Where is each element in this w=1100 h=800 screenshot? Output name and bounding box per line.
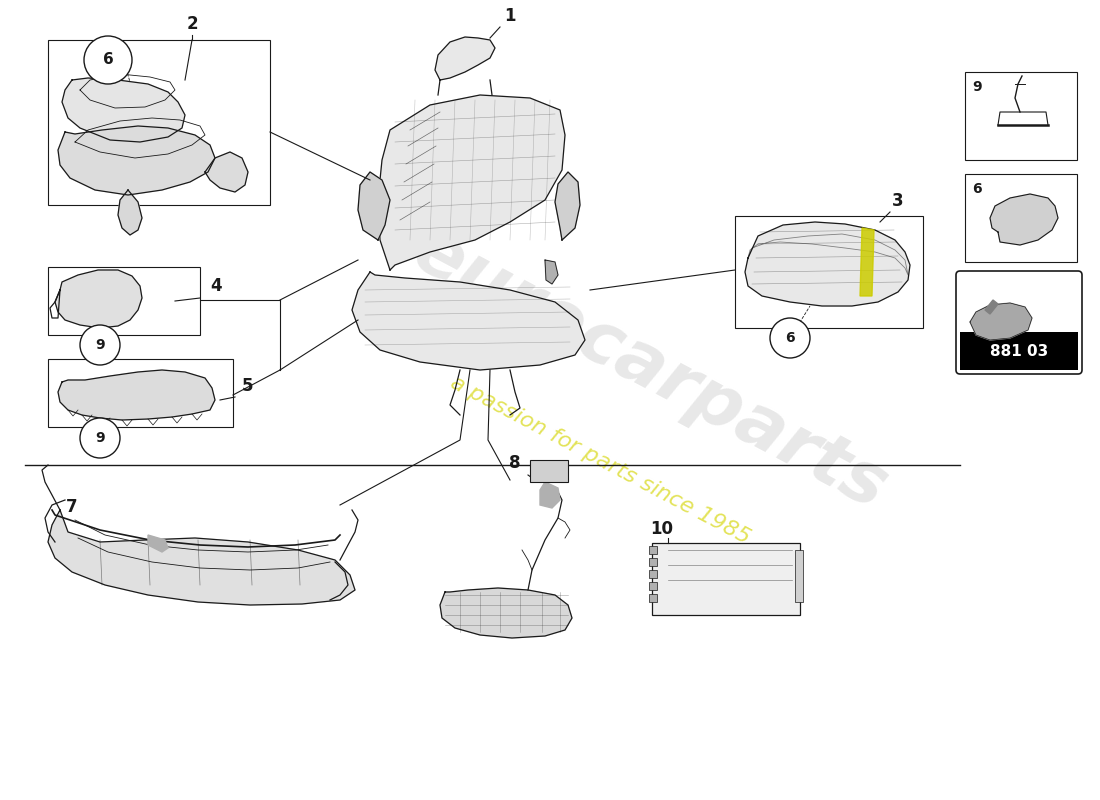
Polygon shape	[378, 95, 565, 270]
Polygon shape	[540, 482, 560, 508]
Text: 5: 5	[242, 377, 253, 395]
Polygon shape	[205, 152, 248, 192]
Text: 3: 3	[892, 192, 903, 210]
Polygon shape	[984, 300, 998, 314]
Bar	[965, 72, 1077, 160]
Polygon shape	[860, 228, 875, 296]
Polygon shape	[62, 78, 185, 142]
Bar	[48, 267, 200, 335]
Text: 1: 1	[504, 7, 516, 25]
Text: 9: 9	[972, 80, 981, 94]
Text: 7: 7	[66, 498, 78, 516]
Bar	[649, 546, 657, 554]
Polygon shape	[434, 37, 495, 80]
Polygon shape	[55, 270, 142, 328]
Polygon shape	[48, 510, 355, 605]
FancyBboxPatch shape	[956, 271, 1082, 374]
Polygon shape	[990, 194, 1058, 245]
Bar	[960, 332, 1078, 370]
Polygon shape	[970, 303, 1032, 340]
Text: 10: 10	[650, 520, 673, 538]
Polygon shape	[745, 222, 910, 306]
Bar	[965, 174, 1077, 262]
Bar	[530, 460, 568, 482]
Bar	[735, 216, 923, 328]
Polygon shape	[118, 190, 142, 235]
Text: a passion for parts since 1985: a passion for parts since 1985	[447, 372, 754, 548]
Text: 9: 9	[96, 431, 104, 445]
Text: 881 03: 881 03	[990, 343, 1048, 358]
Text: 2: 2	[186, 15, 198, 33]
Text: 6: 6	[785, 331, 795, 345]
Polygon shape	[352, 272, 585, 370]
Circle shape	[84, 36, 132, 84]
Circle shape	[80, 325, 120, 365]
Polygon shape	[148, 535, 168, 552]
Bar	[649, 558, 657, 566]
Bar	[48, 359, 233, 427]
Circle shape	[770, 318, 810, 358]
Text: 6: 6	[972, 182, 981, 196]
Polygon shape	[358, 172, 390, 240]
Circle shape	[80, 418, 120, 458]
Text: 9: 9	[96, 338, 104, 352]
Polygon shape	[544, 260, 558, 284]
Bar	[652, 543, 800, 615]
Text: 8: 8	[508, 454, 520, 472]
Text: eurocarparts: eurocarparts	[402, 216, 899, 524]
Polygon shape	[58, 126, 214, 195]
Text: 4: 4	[210, 277, 221, 295]
Text: 6: 6	[102, 53, 113, 67]
Bar	[48, 40, 270, 205]
Polygon shape	[556, 172, 580, 240]
Polygon shape	[440, 588, 572, 638]
Bar	[649, 570, 657, 578]
Bar	[649, 594, 657, 602]
Bar	[649, 582, 657, 590]
Bar	[795, 550, 803, 602]
Polygon shape	[58, 370, 214, 420]
